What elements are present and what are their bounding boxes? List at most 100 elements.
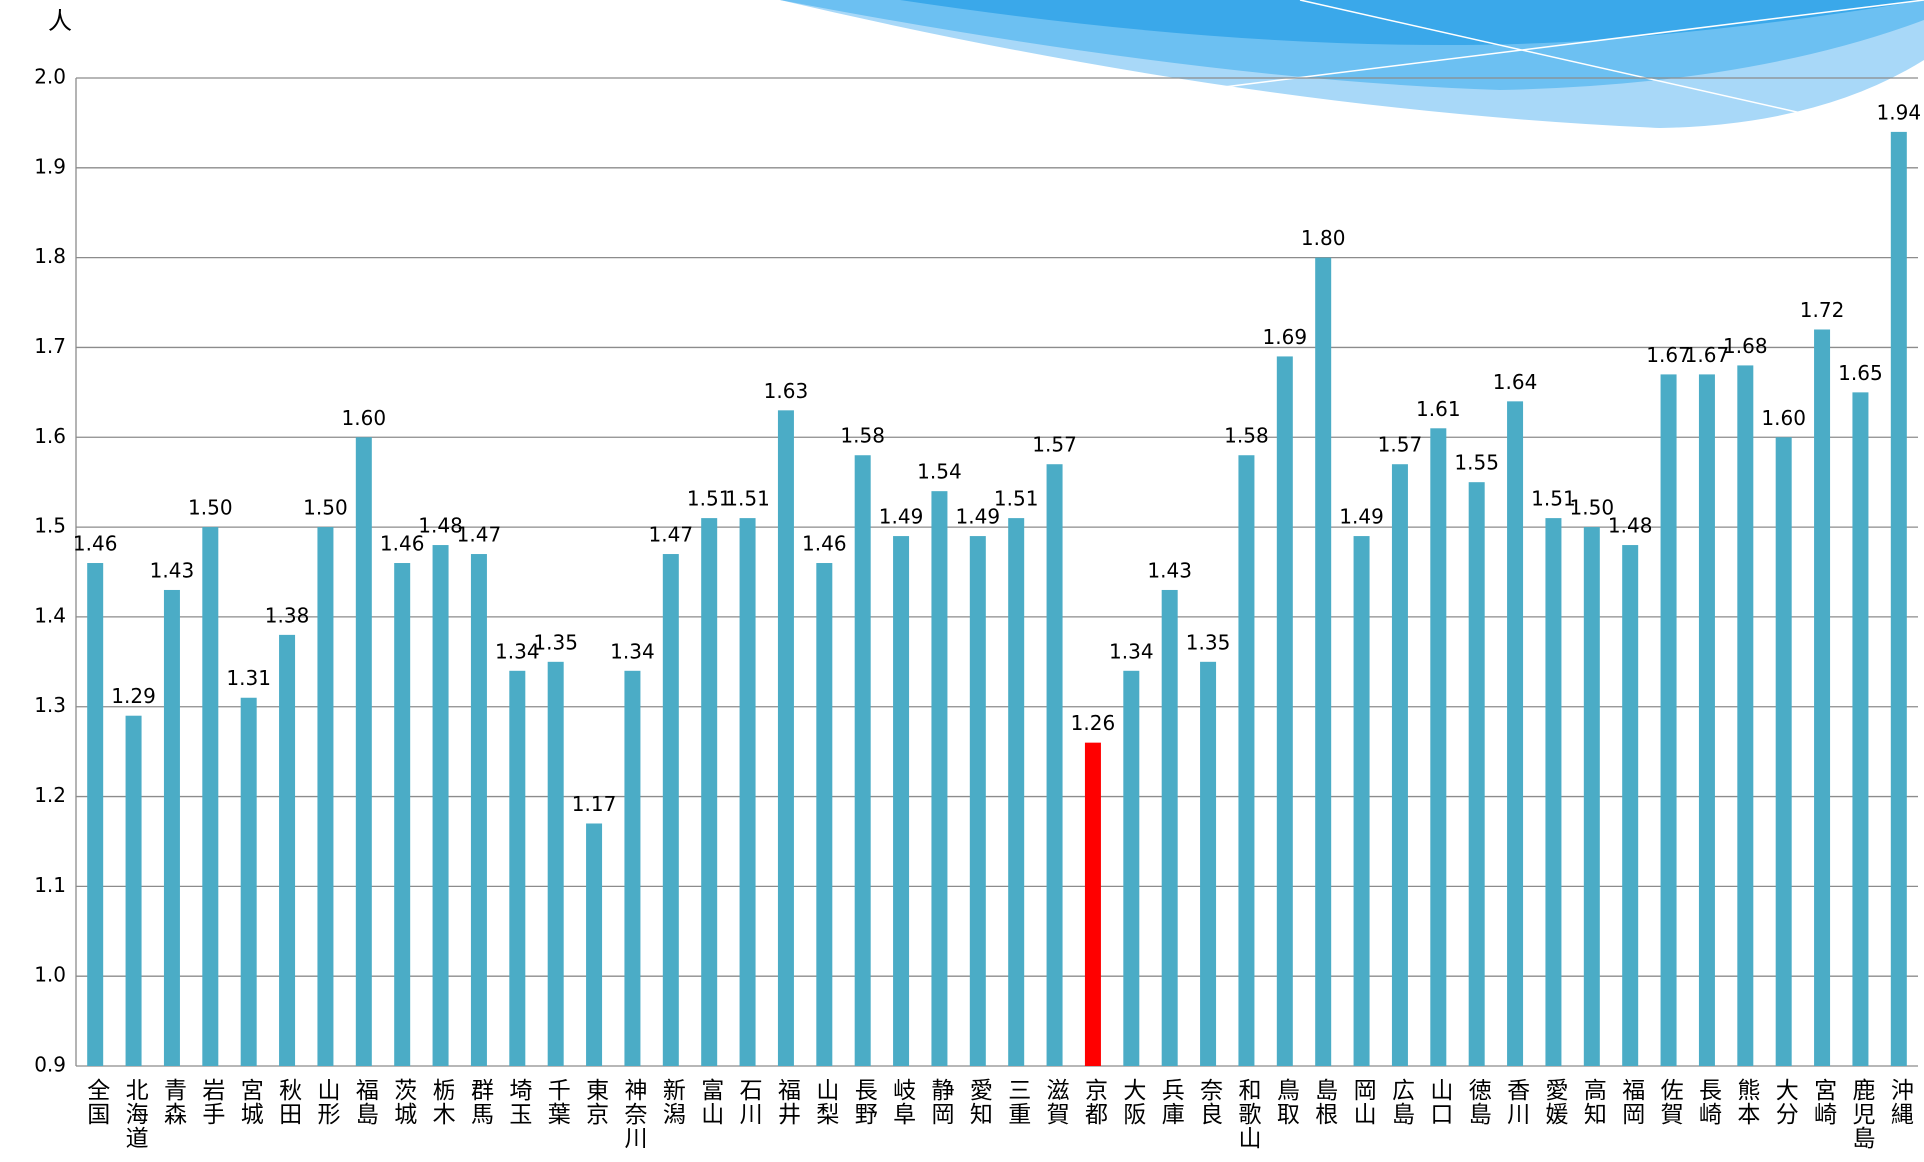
data-label: 1.68 xyxy=(1723,334,1768,358)
x-tick-label: 香川 xyxy=(1503,1078,1531,1126)
data-label: 1.51 xyxy=(725,487,770,511)
bar xyxy=(662,554,679,1066)
x-tick-label: 滋賀 xyxy=(1042,1078,1070,1126)
bar xyxy=(1315,257,1332,1066)
bar xyxy=(816,563,833,1066)
bar xyxy=(1008,518,1025,1066)
bar xyxy=(87,563,104,1066)
bar xyxy=(125,715,142,1066)
data-label: 1.48 xyxy=(1608,514,1653,538)
data-label: 1.34 xyxy=(610,639,655,663)
x-tick-label: 岐阜 xyxy=(889,1078,916,1126)
data-label: 1.38 xyxy=(265,603,310,627)
data-label: 1.35 xyxy=(533,630,578,654)
x-tick-label: 埼玉 xyxy=(505,1078,533,1126)
x-tick-label: 三重 xyxy=(1004,1078,1031,1126)
bar xyxy=(1583,527,1600,1066)
x-tick-label: 栃木 xyxy=(428,1078,456,1126)
data-label: 1.46 xyxy=(380,532,425,556)
decoration-wave xyxy=(780,0,1924,128)
x-tick-label: 千葉 xyxy=(543,1078,571,1126)
bar xyxy=(1238,455,1255,1067)
x-tick-label: 大阪 xyxy=(1119,1078,1147,1126)
data-label: 1.43 xyxy=(1147,558,1192,582)
x-tick-label: 山梨 xyxy=(812,1078,840,1126)
y-tick-label: 1.8 xyxy=(34,244,66,268)
y-tick-label: 1.5 xyxy=(34,514,66,538)
x-tick-label: 広島 xyxy=(1387,1078,1415,1126)
y-tick-label: 1.9 xyxy=(34,154,66,178)
data-label: 1.60 xyxy=(342,406,387,430)
bar xyxy=(1814,329,1831,1066)
data-label: 1.51 xyxy=(687,487,732,511)
bar xyxy=(1276,356,1293,1066)
y-tick-label: 1.4 xyxy=(34,603,66,627)
x-tick-label: 石川 xyxy=(735,1078,763,1126)
bar xyxy=(470,554,487,1066)
data-label: 1.49 xyxy=(956,505,1001,529)
y-tick-label: 1.7 xyxy=(34,334,66,358)
y-axis-label: 人 xyxy=(48,7,72,35)
data-label: 1.35 xyxy=(1186,630,1231,654)
x-tick-label: 愛知 xyxy=(965,1078,993,1126)
data-label: 1.60 xyxy=(1761,406,1806,430)
data-label: 1.34 xyxy=(495,639,540,663)
bar xyxy=(547,661,564,1066)
data-label: 1.58 xyxy=(1224,424,1269,448)
data-label: 1.65 xyxy=(1838,361,1883,385)
bar xyxy=(854,455,871,1067)
bar xyxy=(893,536,910,1066)
bar xyxy=(240,697,257,1066)
data-label: 1.58 xyxy=(840,424,885,448)
data-label: 1.49 xyxy=(879,505,924,529)
x-tick-label: 鳥取 xyxy=(1272,1078,1300,1126)
x-tick-label: 秋田 xyxy=(275,1078,303,1126)
data-label: 1.61 xyxy=(1416,397,1461,421)
x-tick-label: 長崎 xyxy=(1694,1078,1721,1126)
x-tick-label: 沖縄 xyxy=(1886,1078,1914,1126)
data-label: 1.63 xyxy=(764,379,809,403)
y-tick-label: 1.6 xyxy=(34,424,66,448)
data-label: 1.43 xyxy=(150,558,195,582)
x-tick-label: 徳島 xyxy=(1464,1078,1492,1126)
data-label: 1.57 xyxy=(1378,433,1423,457)
y-tick-label: 2.0 xyxy=(34,65,66,89)
data-label: 1.48 xyxy=(418,514,463,538)
x-tick-label: 宮崎 xyxy=(1810,1078,1837,1126)
x-tick-label: 兵庫 xyxy=(1157,1078,1185,1126)
data-label: 1.69 xyxy=(1263,325,1308,349)
bar xyxy=(432,545,449,1066)
x-tick-label: 奈良 xyxy=(1196,1078,1224,1126)
data-label: 1.46 xyxy=(802,532,847,556)
bar xyxy=(1737,365,1754,1066)
bar xyxy=(163,589,180,1066)
x-tick-label: 岡山 xyxy=(1349,1078,1375,1126)
bar xyxy=(1507,401,1524,1066)
data-label: 1.31 xyxy=(226,666,271,690)
bar xyxy=(279,634,296,1066)
data-label: 1.47 xyxy=(649,523,694,547)
x-tick-label: 東京 xyxy=(582,1078,610,1126)
bar xyxy=(1468,482,1485,1066)
bar xyxy=(1775,437,1792,1067)
x-tick-label: 岩手 xyxy=(198,1078,226,1126)
data-label: 1.72 xyxy=(1800,298,1845,322)
data-label: 1.26 xyxy=(1071,711,1116,735)
bar xyxy=(739,518,756,1066)
x-tick-label: 高知 xyxy=(1579,1078,1607,1126)
bar xyxy=(202,527,219,1066)
data-label: 1.46 xyxy=(73,532,118,556)
data-label: 1.54 xyxy=(917,460,962,484)
x-tick-label: 大分 xyxy=(1771,1078,1799,1126)
x-tick-label: 京都 xyxy=(1080,1078,1108,1126)
bar xyxy=(1430,428,1447,1067)
x-tick-label: 和歌山 xyxy=(1234,1078,1262,1150)
bar xyxy=(1161,589,1178,1066)
data-label: 1.49 xyxy=(1339,505,1384,529)
y-tick-label: 1.1 xyxy=(34,873,66,897)
x-tick-label: 福岡 xyxy=(1618,1078,1646,1126)
data-label: 1.67 xyxy=(1685,343,1730,367)
x-tick-label: 長野 xyxy=(850,1078,878,1126)
bar xyxy=(1545,518,1562,1066)
